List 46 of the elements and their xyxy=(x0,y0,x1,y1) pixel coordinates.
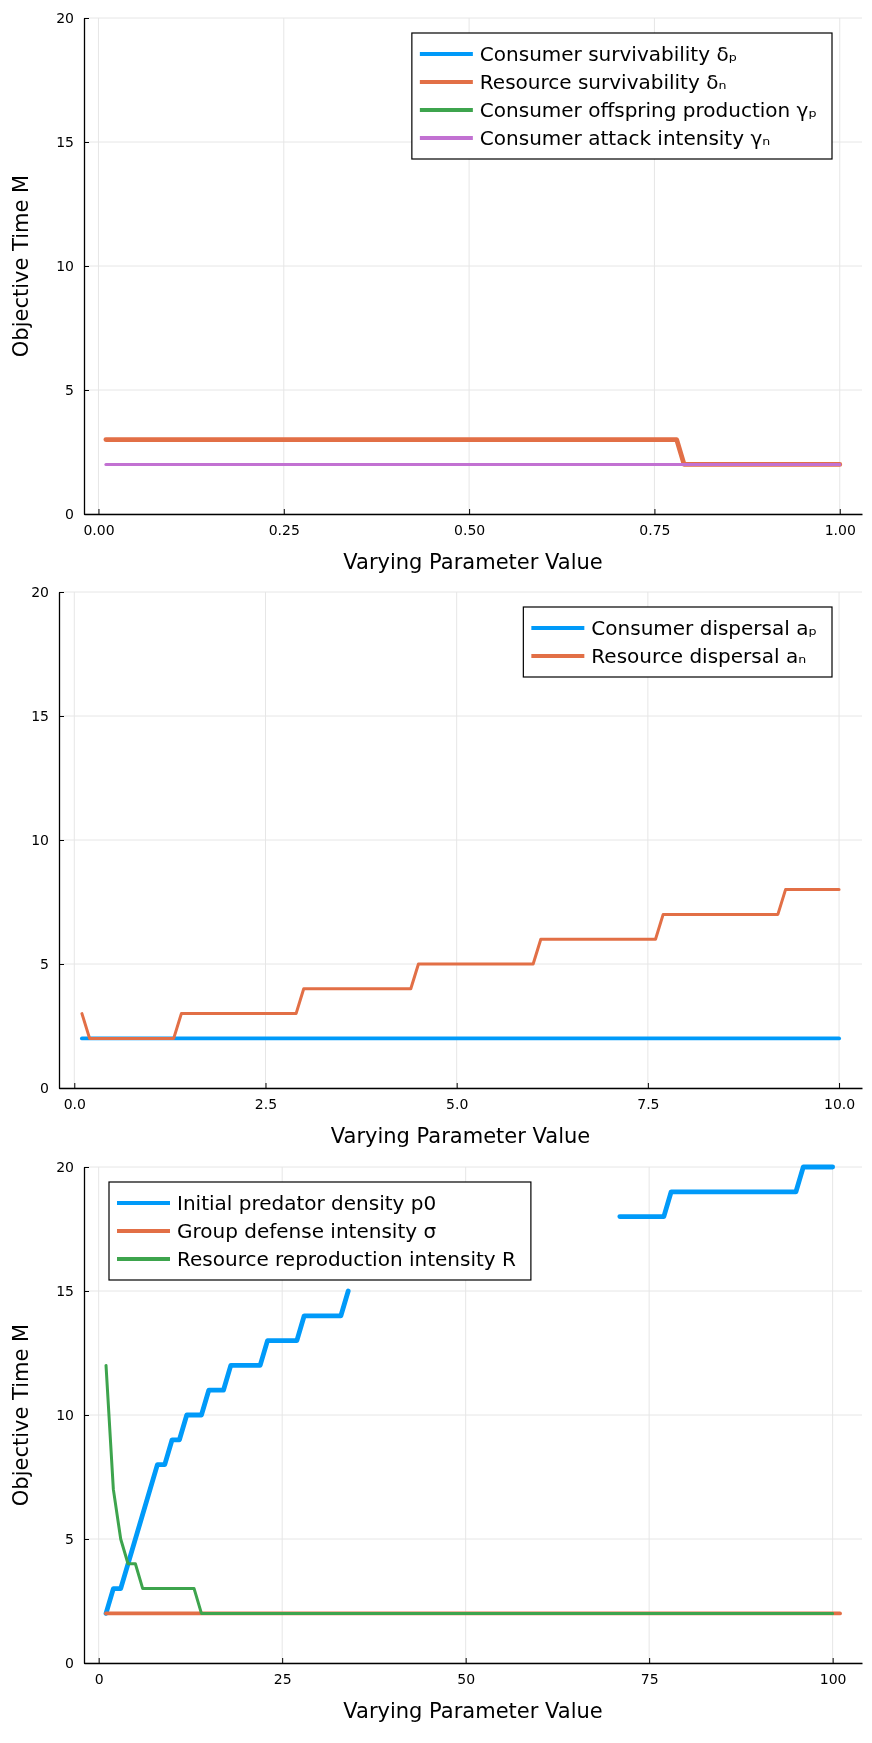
y-tick-label: 15 xyxy=(31,707,49,724)
x-tick-label: 50 xyxy=(457,1671,476,1688)
x-axis-title: Varying Parameter Value xyxy=(343,1699,603,1723)
legend-label: Group defense intensity σ xyxy=(177,1219,437,1243)
y-tick-label: 20 xyxy=(56,1158,74,1175)
y-tick-label: 15 xyxy=(56,1282,74,1299)
y-axis-title: Objective Time M xyxy=(9,174,33,358)
x-tick-label: 5.0 xyxy=(446,1096,469,1113)
y-tick-label: 10 xyxy=(31,831,49,848)
y-tick-label: 0 xyxy=(40,1079,49,1096)
legend-label: Resource dispersal aₙ xyxy=(591,644,807,668)
x-tick-label: 0.00 xyxy=(83,522,115,539)
y-tick-label: 20 xyxy=(56,9,74,26)
legend-label: Consumer survivability δₚ xyxy=(479,42,738,66)
line-series xyxy=(80,888,841,1040)
legend-label: Consumer attack intensity γₙ xyxy=(479,126,771,150)
legend-label: Resource survivability δₙ xyxy=(479,70,727,94)
legend-label: Resource reproduction intensity R xyxy=(177,1247,516,1271)
x-axis-title: Varying Parameter Value xyxy=(343,550,603,574)
y-tick-label: 0 xyxy=(65,1654,74,1671)
y-axis-title: Objective Time M xyxy=(9,1323,33,1507)
x-tick-label: 10.0 xyxy=(823,1096,856,1113)
y-tick-label: 5 xyxy=(40,955,49,972)
x-tick-label: 1.00 xyxy=(824,522,856,539)
x-tick-label: 75 xyxy=(640,1671,659,1688)
x-tick-label: 2.5 xyxy=(254,1096,278,1113)
y-tick-label: 0 xyxy=(65,505,74,522)
x-tick-label: 0 xyxy=(94,1671,104,1688)
line-series xyxy=(104,1363,835,1615)
y-tick-label: 5 xyxy=(65,1530,74,1547)
y-tick-label: 10 xyxy=(56,1406,74,1423)
x-tick-label: 0.25 xyxy=(268,522,300,539)
legend-label: Consumer offspring production γₚ xyxy=(479,98,817,122)
y-tick-label: 5 xyxy=(65,381,74,398)
x-tick-label: 0.0 xyxy=(63,1096,86,1113)
y-tick-label: 10 xyxy=(56,257,74,274)
y-tick-label: 20 xyxy=(31,583,49,600)
x-tick-label: 0.50 xyxy=(454,522,486,539)
x-tick-label: 7.5 xyxy=(637,1096,660,1113)
y-tick-label: 15 xyxy=(56,133,74,150)
x-axis-title: Varying Parameter Value xyxy=(330,1124,591,1148)
legend-label: Initial predator density p0 xyxy=(177,1191,437,1215)
legend-label: Consumer dispersal aₚ xyxy=(591,616,817,640)
x-tick-label: 25 xyxy=(273,1671,292,1688)
x-tick-label: 100 xyxy=(819,1671,847,1688)
x-tick-label: 0.75 xyxy=(639,522,671,539)
